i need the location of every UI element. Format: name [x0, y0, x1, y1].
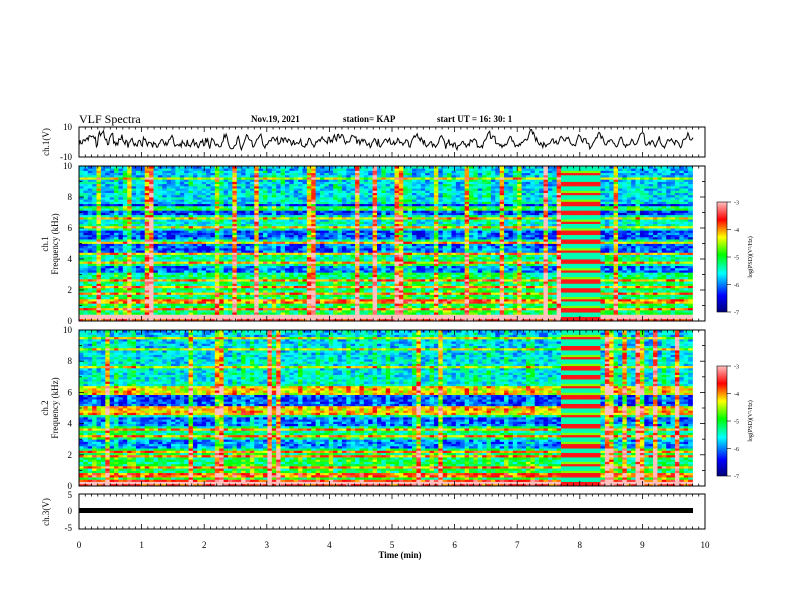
spectrogram-row [79, 237, 693, 240]
spec1-ylabel-frequency: Frequency (kHz) [50, 213, 60, 274]
y-tick-label: 10 [63, 161, 73, 171]
spectrogram-row [79, 303, 693, 306]
colorbar-tick-label: -7 [734, 475, 739, 481]
x-tick-label: 5 [390, 540, 395, 550]
spectrogram-row [79, 206, 693, 209]
spectrogram-row [79, 288, 693, 291]
colorbar-ch2-label: log(PSD)(V²/Hz) [747, 400, 754, 441]
colorbar-tick-label: -3 [734, 201, 739, 207]
colorbar-tick-label: -4 [734, 392, 739, 398]
y-tick-label: 4 [68, 419, 73, 429]
x-tick-label: 0 [77, 540, 82, 550]
colorbar-tick-label: -3 [734, 365, 739, 371]
colorbar-tick-label: -6 [734, 283, 739, 289]
colorbar-tick-label: -6 [734, 447, 739, 453]
colorbar-ch1: -3 -4 -5 -6 -7 log(PSD)(V²/Hz) [717, 201, 754, 317]
x-tick-label: 3 [265, 540, 270, 550]
x-axis-label: Time (min) [378, 550, 421, 560]
ch3-ytick-top: 5 [68, 490, 73, 500]
x-tick-label: 4 [327, 540, 332, 550]
y-tick-label: 8 [68, 192, 73, 202]
colorbar-ch1-label: log(PSD)(V²/Hz) [747, 236, 754, 277]
spectrogram-row [79, 241, 693, 244]
spectrogram-row [79, 226, 693, 229]
spectrogram-row [79, 170, 693, 173]
spec2-ylabel-frequency: Frequency (kHz) [50, 377, 60, 438]
y-tick-label: 6 [68, 223, 73, 233]
spectrogram-row [79, 310, 693, 313]
ch3-ytick-bottom: -5 [65, 523, 73, 533]
spectrogram-row [79, 217, 693, 220]
x-tick-label: 6 [452, 540, 457, 550]
colorbar-tick-label: -4 [734, 228, 739, 234]
colorbar-tick-label: -7 [734, 311, 739, 317]
x-tick-label: 8 [578, 540, 583, 550]
spectrogram-row [79, 195, 693, 198]
x-tick-label: 7 [515, 540, 520, 550]
x-tick-label: 10 [701, 540, 711, 550]
spectrogram-row [79, 179, 693, 182]
ch1-ylabel: ch.1(V) [41, 128, 51, 156]
spectrogram-row [79, 314, 693, 317]
x-tick-label: 2 [202, 540, 207, 550]
spectrogram-row [79, 201, 693, 204]
colorbar-tick-label: -5 [734, 256, 739, 262]
spectrogram-row [79, 186, 693, 189]
ch3-trace-line [79, 508, 693, 513]
y-tick-label: 4 [68, 254, 73, 264]
spectrogram-row [79, 252, 693, 255]
y-tick-label: 8 [68, 356, 73, 366]
ch3-ytick-mid: 0 [68, 506, 73, 516]
spectrogram-row [79, 257, 693, 260]
spec1-ylabel-channel: ch.1 [40, 236, 50, 251]
colorbar-tick-label: -5 [734, 420, 739, 426]
y-tick-label: 6 [68, 387, 73, 397]
ch3-trace-panel: 5 0 -5 ch.3(V) [41, 490, 705, 533]
spectrogram-row [79, 248, 693, 251]
vlf-figure: VLF Spectra Nov.19, 2021 station= KAP st… [0, 0, 792, 612]
spectrogram-row [79, 268, 693, 271]
y-tick-label: 2 [68, 450, 73, 460]
ch3-ylabel: ch.3(V) [41, 498, 51, 526]
spectrogram-row [79, 279, 693, 282]
spectrogram-row [79, 175, 693, 178]
colorbar-ch2: -3 -4 -5 -6 -7 log(PSD)(V²/Hz) [717, 365, 754, 481]
y-tick-label: 2 [68, 285, 73, 295]
spec2-ylabel-channel: ch.2 [40, 400, 50, 415]
y-tick-label: 10 [63, 325, 73, 335]
spectrogram-row [79, 263, 693, 266]
spectrogram-row [79, 221, 693, 224]
spectrogram-row [79, 232, 693, 235]
x-tick-label: 1 [139, 540, 144, 550]
spectrogram-row [79, 294, 693, 297]
ch1-ytick-top: 10 [63, 122, 73, 132]
spectrogram-row [79, 299, 693, 302]
spectrogram-row [79, 283, 693, 286]
x-tick-label: 9 [640, 540, 645, 550]
chart-canvas: 10 -10 ch.1(V) 0246810 ch.1 Frequency (k… [0, 0, 792, 612]
spectrogram-row [79, 210, 693, 213]
spectrogram-row [79, 272, 693, 275]
spectrogram-row [79, 190, 693, 193]
ch1-waveform-panel: 10 -10 ch.1(V) [41, 122, 705, 162]
